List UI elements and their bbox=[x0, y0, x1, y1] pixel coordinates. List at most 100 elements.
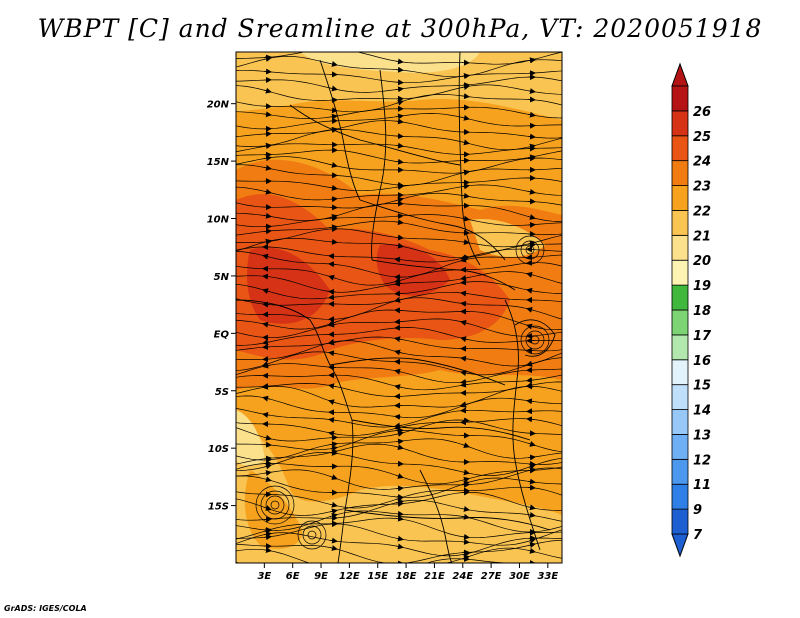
colorbar-min-triangle bbox=[671, 533, 689, 558]
colorbar-label: 22 bbox=[693, 204, 711, 219]
streamline-arrow bbox=[329, 113, 338, 120]
streamline-arrow bbox=[395, 219, 404, 226]
lon-label: 15E bbox=[367, 571, 388, 582]
streamline-arrow bbox=[527, 133, 536, 140]
border-line bbox=[319, 59, 361, 201]
field-region-21-north bbox=[236, 52, 562, 120]
lat-label: 5S bbox=[215, 387, 229, 398]
streamline-arrow bbox=[328, 294, 337, 301]
streamline-arrow bbox=[263, 155, 272, 162]
streamline-arrow bbox=[395, 184, 404, 190]
map-area bbox=[235, 51, 563, 575]
streamline-arrow bbox=[395, 515, 404, 522]
streamline-eddy bbox=[297, 520, 327, 550]
colorbar-swatch bbox=[671, 135, 689, 162]
streamline-arrow bbox=[328, 274, 337, 281]
streamline-arrow bbox=[395, 499, 404, 506]
border-line bbox=[359, 199, 506, 261]
streamline-arrow bbox=[461, 513, 470, 520]
streamline-arrow bbox=[329, 508, 338, 515]
colorbar-label: 11 bbox=[693, 478, 711, 493]
colorbar-label: 26 bbox=[693, 105, 711, 120]
streamline-arrow bbox=[328, 321, 337, 328]
streamline-arrow bbox=[263, 238, 272, 245]
streamline-arrow bbox=[460, 300, 469, 307]
streamline-arrow bbox=[263, 212, 272, 219]
streamline-arrow bbox=[263, 505, 272, 511]
streamline-arrow bbox=[527, 214, 536, 220]
streamline-arrow bbox=[263, 455, 272, 462]
streamline-eddy bbox=[270, 500, 280, 510]
streamline-arrow bbox=[395, 495, 404, 502]
streamline-arrow bbox=[329, 545, 338, 551]
colorbar-label: 19 bbox=[693, 279, 711, 294]
colorbar-label: 16 bbox=[693, 354, 711, 369]
streamline-arrow bbox=[330, 574, 336, 575]
streamline-arrow bbox=[263, 228, 272, 235]
streamline-eddy bbox=[525, 330, 545, 350]
streamline-arrow bbox=[527, 188, 536, 195]
colorbar-label: 13 bbox=[693, 428, 711, 443]
streamline-arrow bbox=[395, 485, 404, 492]
streamline-arrow bbox=[395, 444, 404, 451]
streamline-arrow bbox=[328, 417, 337, 424]
colorbar-swatch bbox=[671, 110, 689, 137]
streamline-arrow bbox=[329, 474, 338, 480]
streamline-arrow bbox=[395, 473, 404, 479]
field-region-21-south bbox=[236, 420, 562, 563]
streamline-arrow bbox=[263, 527, 272, 534]
lat-label: 20N bbox=[207, 100, 230, 111]
colorbar-label: 12 bbox=[693, 453, 711, 468]
streamline-arrow bbox=[328, 338, 337, 345]
border-line bbox=[419, 469, 453, 563]
streamline-arrow bbox=[329, 501, 338, 508]
streamline-arrow bbox=[329, 449, 338, 456]
streamline-arrow bbox=[329, 441, 338, 448]
streamline-arrow bbox=[263, 164, 272, 171]
streamline-arrow bbox=[329, 445, 338, 452]
colorbar-label: 20 bbox=[693, 254, 711, 269]
streamline-arrow bbox=[461, 93, 470, 100]
lon-label: 3E bbox=[257, 571, 271, 582]
streamline-arrow bbox=[262, 411, 271, 418]
streamline-arrow bbox=[460, 355, 469, 362]
streamline-arrow bbox=[395, 113, 404, 120]
map-frame bbox=[235, 51, 563, 564]
colorbar-swatch bbox=[671, 185, 689, 211]
lat-label: 5N bbox=[214, 272, 230, 283]
streamline-arrow bbox=[526, 360, 535, 367]
streamline-arrow bbox=[395, 58, 404, 65]
lat-label: 15S bbox=[208, 502, 229, 513]
streamline-arrow bbox=[329, 61, 338, 67]
streamline-arrow bbox=[527, 57, 536, 64]
streamline-arrow bbox=[526, 416, 535, 423]
streamline-arrow bbox=[461, 506, 470, 512]
colorbar-label: 7 bbox=[693, 528, 703, 543]
lat-label: 10S bbox=[208, 444, 229, 455]
streamline-arrow bbox=[460, 275, 469, 281]
colorbar-swatch bbox=[671, 309, 689, 336]
streamline-arrow bbox=[395, 142, 404, 149]
streamlines bbox=[236, 52, 562, 575]
streamline-arrow bbox=[262, 288, 271, 295]
streamline-arrow bbox=[329, 107, 338, 114]
colorbar-swatch bbox=[671, 434, 689, 460]
streamline-arrow bbox=[461, 417, 470, 424]
colorbar-swatch bbox=[671, 409, 689, 435]
streamline-arrow bbox=[461, 469, 470, 476]
colorbar-swatch bbox=[671, 359, 689, 386]
streamline-arrow bbox=[527, 463, 536, 470]
colorbar-swatch bbox=[671, 483, 689, 510]
lon-label: 24E bbox=[452, 571, 473, 582]
streamline-arrow bbox=[263, 470, 272, 476]
streamline-arrow bbox=[263, 434, 272, 441]
streamline-arrow bbox=[395, 242, 404, 249]
lon-label: 9E bbox=[314, 571, 328, 582]
streamline-arrow bbox=[262, 362, 271, 369]
streamline-arrow bbox=[461, 183, 470, 190]
streamline-arrow bbox=[460, 320, 469, 326]
streamline-arrow bbox=[263, 55, 272, 62]
lon-label: 27E bbox=[481, 571, 502, 582]
streamline-arrow bbox=[329, 513, 338, 519]
